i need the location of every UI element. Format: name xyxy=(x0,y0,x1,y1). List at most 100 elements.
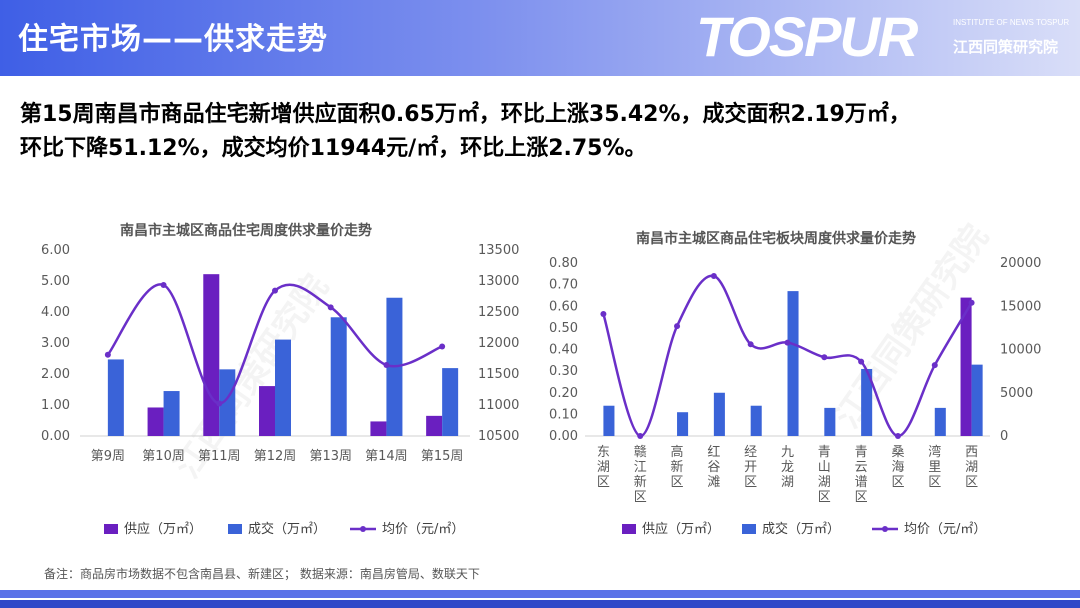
chart-2-xtick: 里 xyxy=(928,460,941,475)
chart-2-bar-deal xyxy=(677,412,689,436)
logo-subtitle-en: INSTITUTE OF NEWS TOSPUR xyxy=(953,18,1070,27)
chart-2-ytick-right: 0 xyxy=(1000,429,1008,444)
chart-2-bar-deal xyxy=(787,291,799,436)
footer-bar-dark xyxy=(0,600,1080,608)
chart-2-title: 南昌市主城区商品住宅板块周度供求量价走势 xyxy=(636,231,916,247)
chart-1-point-price xyxy=(327,304,334,311)
chart-2-xtick: 江 xyxy=(634,460,647,475)
chart-2-xtick: 区 xyxy=(855,490,868,505)
chart-2-point-price xyxy=(894,433,901,439)
chart-1-legend-swatch-deal xyxy=(228,524,242,534)
chart-1-bar-deal xyxy=(275,339,291,436)
chart-2-xtick: 青 xyxy=(818,445,831,460)
chart-2-xtick: 云 xyxy=(855,460,868,475)
chart-2-xtick: 湾 xyxy=(928,444,941,460)
chart-1-ytick-left: 0.00 xyxy=(41,429,70,444)
chart-2-bar-deal xyxy=(713,392,725,436)
chart-2: 0.00 0.10 0.20 0.30 0.40 0.50 0.60 0.70 0.80 0 500… xyxy=(549,256,1041,537)
chart-2-point-price xyxy=(821,354,828,361)
chart-1-ytick-right: 12500 xyxy=(478,305,519,320)
chart-2-legend-dot-price xyxy=(882,526,888,532)
chart-2-xtick: 山 xyxy=(818,460,831,475)
chart-2-ytick-left: 0.00 xyxy=(549,429,578,444)
chart-1-legend-price: 均价（元/㎡） xyxy=(382,522,464,537)
page-title: 住宅市场——供求走势 xyxy=(18,22,328,57)
chart-2-ytick-left: 0.80 xyxy=(549,256,578,271)
chart-1-ytick-left: 4.00 xyxy=(41,305,70,320)
chart-2-bar-supply xyxy=(960,297,972,436)
chart-1-bar-supply xyxy=(370,421,387,436)
chart-2-xtick: 湖 xyxy=(818,475,831,490)
chart-2-xtick: 海 xyxy=(891,460,904,475)
chart-2-line-price xyxy=(602,274,973,438)
chart-2-xtick: 赣 xyxy=(634,445,647,460)
chart-2-ytick-left: 0.50 xyxy=(549,321,578,336)
chart-2-xtick: 东 xyxy=(597,445,610,460)
chart-1-xtick: 第15周 xyxy=(421,449,464,464)
chart-2-xtick: 区 xyxy=(965,475,978,490)
chart-1-bar-deal xyxy=(330,317,347,436)
chart-1-title: 南昌市主城区商品住宅周度供求量价走势 xyxy=(120,223,372,239)
chart-2-xtick: 区 xyxy=(744,475,757,490)
chart-2-xtick: 桑 xyxy=(891,445,904,460)
chart-2-xtick: 新 xyxy=(671,459,684,475)
chart-1: 0.00 1.00 2.00 3.00 4.00 5.00 6.00 10500 11000 11… xyxy=(41,243,519,537)
chart-1-xtick: 第9周 xyxy=(91,449,125,464)
chart-2-xtick: 滩 xyxy=(707,475,720,490)
chart-2-point-price xyxy=(931,362,938,369)
chart-1-point-price xyxy=(216,400,223,407)
chart-1-point-price xyxy=(104,351,111,358)
chart-1-point-price xyxy=(439,343,446,350)
chart-1-ytick-right: 12000 xyxy=(478,336,519,351)
chart-2-ytick-right: 5000 xyxy=(1000,386,1033,401)
chart-1-ytick-right: 13000 xyxy=(478,274,519,289)
chart-1-bar-supply xyxy=(147,407,164,436)
chart-2-legend-price: 均价（元/㎡） xyxy=(904,522,986,537)
chart-1-ytick-right: 13500 xyxy=(478,243,519,258)
chart-1-bar-supply xyxy=(259,386,275,436)
chart-1-xtick: 第11周 xyxy=(198,449,241,464)
chart-2-xtick: 谷 xyxy=(707,460,720,475)
chart-2-xtick: 红 xyxy=(707,444,720,460)
chart-1-legend-dot-price xyxy=(360,526,366,532)
chart-2-xtick: 经 xyxy=(744,445,757,460)
chart-2-point-price xyxy=(674,323,681,330)
headline-summary: 第15周南昌市商品住宅新增供应面积0.65万㎡，环比上涨35.42%，成交面积2… xyxy=(20,98,1070,166)
chart-2-point-price xyxy=(784,339,791,346)
chart-2-ytick-right: 20000 xyxy=(1000,256,1041,271)
chart-1-xtick: 第13周 xyxy=(309,449,352,464)
chart-2-xtick: 区 xyxy=(671,475,684,490)
chart-2-xtick: 湖 xyxy=(781,475,794,490)
chart-2-ytick-right: 10000 xyxy=(1000,343,1041,358)
chart-2-point-price xyxy=(858,358,865,365)
chart-2-point-price xyxy=(637,433,644,439)
chart-1-ytick-right: 11500 xyxy=(478,367,519,382)
chart-2-point-price xyxy=(968,299,975,306)
chart-1-legend-supply: 供应（万㎡） xyxy=(124,521,202,537)
chart-2-point-price xyxy=(600,311,607,318)
chart-2-ytick-left: 0.30 xyxy=(549,364,578,379)
chart-2-bar-deal xyxy=(861,368,873,436)
chart-2-xtick: 区 xyxy=(634,490,647,505)
chart-1-ytick-left: 2.00 xyxy=(41,367,70,382)
chart-1-ytick-left: 1.00 xyxy=(41,398,70,413)
chart-2-xtick: 九 xyxy=(781,445,794,460)
chart-2-xtick: 新 xyxy=(634,474,647,490)
chart-1-xtick: 第12周 xyxy=(254,449,297,464)
chart-2-xtick: 高 xyxy=(671,444,684,460)
chart-2-xtick: 湖 xyxy=(965,460,978,475)
chart-2-xtick: 区 xyxy=(891,475,904,490)
chart-2-legend-swatch-deal xyxy=(742,524,756,534)
chart-2-xtick: 西 xyxy=(965,445,978,460)
chart-2-point-price xyxy=(710,272,717,279)
chart-2-ytick-left: 0.60 xyxy=(549,299,578,314)
chart-2-bar-deal xyxy=(824,407,836,436)
chart-1-ytick-left: 6.00 xyxy=(41,243,70,258)
chart-2-ytick-left: 0.10 xyxy=(549,407,578,422)
chart-2-bar-deal xyxy=(971,364,983,436)
chart-1-legend-swatch-supply xyxy=(104,524,118,534)
chart-2-xtick: 区 xyxy=(597,475,610,490)
chart-1-legend-deal: 成交（万㎡） xyxy=(248,521,326,537)
chart-1-bar-supply xyxy=(203,274,220,436)
chart-2-xtick: 谱 xyxy=(855,475,868,490)
